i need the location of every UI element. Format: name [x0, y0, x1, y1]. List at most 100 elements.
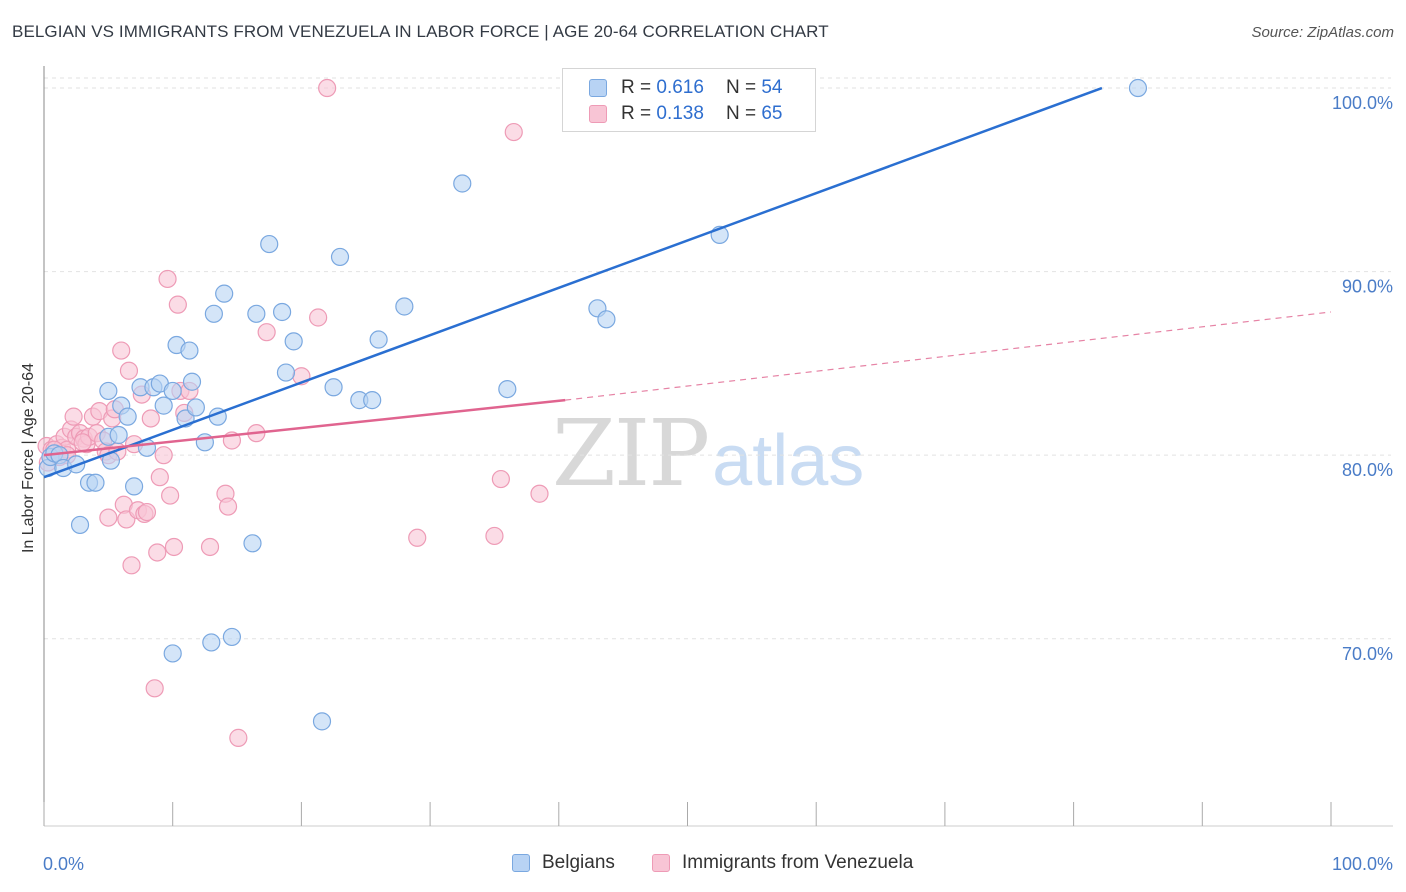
- point-venezuela: [200, 537, 220, 557]
- series-legend: Belgians Immigrants from Venezuela: [0, 852, 1406, 878]
- point-venezuela: [141, 409, 160, 428]
- point-belgians: [186, 398, 205, 417]
- watermark-zip: ZIP: [552, 400, 710, 507]
- point-venezuela: [148, 543, 167, 562]
- series-venezuela-points: [37, 78, 549, 747]
- point-belgians: [215, 284, 234, 303]
- point-venezuela: [318, 78, 337, 98]
- legend-r-value: 0.616: [656, 77, 704, 98]
- point-belgians: [284, 332, 303, 351]
- y-tick-label: 80.0%: [1342, 460, 1393, 480]
- point-belgians: [324, 378, 343, 397]
- series-legend-belgians: Belgians: [512, 852, 615, 874]
- point-venezuela: [150, 468, 169, 487]
- point-belgians: [109, 425, 128, 445]
- y-axis-label: In Labor Force | Age 20-64: [20, 363, 37, 553]
- trend-lines: [43, 86, 1332, 479]
- point-belgians: [312, 712, 332, 731]
- point-venezuela: [122, 556, 141, 575]
- point-venezuela: [154, 446, 173, 465]
- point-belgians: [453, 174, 472, 193]
- point-venezuela: [168, 295, 187, 314]
- legend-n-label: N =: [725, 103, 757, 124]
- point-venezuela: [73, 433, 92, 452]
- point-venezuela: [408, 528, 427, 547]
- grid-lines: [44, 77, 1391, 640]
- chart-source: Source: ZipAtlas.com: [1251, 24, 1394, 41]
- point-belgians: [498, 379, 517, 399]
- series-legend-label-belgians: Belgians: [542, 852, 615, 873]
- legend-r-label: R =: [621, 77, 652, 98]
- point-venezuela: [218, 497, 238, 516]
- point-venezuela: [504, 122, 523, 142]
- point-belgians: [202, 633, 221, 652]
- point-venezuela: [158, 269, 177, 289]
- point-belgians: [260, 234, 279, 254]
- stats-legend: R = 0.616 N = 54 R = 0.138 N = 65: [562, 68, 816, 132]
- point-venezuela: [64, 407, 83, 426]
- point-belgians: [272, 302, 292, 322]
- legend-row-belgians: R = 0.616 N = 54: [589, 76, 782, 100]
- point-belgians: [118, 407, 137, 426]
- point-belgians: [395, 297, 414, 316]
- legend-n-label: N =: [725, 77, 757, 98]
- watermark: ZIPatlas: [552, 400, 864, 507]
- legend-swatch-belgians: [589, 79, 607, 97]
- point-venezuela: [530, 484, 549, 503]
- series-legend-swatch-belgians: [512, 854, 530, 872]
- point-venezuela: [164, 537, 184, 557]
- trend-line-venezuela-extrapolated: [565, 311, 1332, 401]
- point-belgians: [1128, 78, 1148, 98]
- point-belgians: [204, 304, 223, 323]
- point-belgians: [597, 310, 616, 329]
- point-venezuela: [145, 679, 164, 698]
- legend-r-label: R =: [621, 103, 652, 124]
- point-belgians: [99, 381, 118, 401]
- point-belgians: [276, 363, 296, 382]
- series-legend-venezuela: Immigrants from Venezuela: [652, 852, 913, 874]
- point-venezuela: [119, 361, 139, 380]
- legend-r-value: 0.138: [656, 103, 704, 124]
- legend-swatch-venezuela: [589, 105, 607, 123]
- point-venezuela: [161, 486, 180, 505]
- y-tick-label: 100.0%: [1332, 93, 1393, 113]
- point-belgians: [163, 381, 182, 401]
- point-venezuela: [491, 469, 510, 489]
- point-venezuela: [309, 308, 328, 327]
- series-legend-label-venezuela: Immigrants from Venezuela: [682, 852, 914, 873]
- point-venezuela: [485, 526, 504, 546]
- point-belgians: [163, 644, 182, 663]
- chart-title: BELGIAN VS IMMIGRANTS FROM VENEZUELA IN …: [12, 22, 829, 41]
- point-belgians: [247, 304, 266, 323]
- point-belgians: [180, 341, 199, 360]
- point-belgians: [154, 396, 173, 415]
- x-tick-label: 0.0%: [43, 854, 84, 874]
- series-belgians-points: [38, 78, 1148, 731]
- legend-n-value: 54: [761, 77, 783, 98]
- watermark-atlas: atlas: [712, 421, 865, 501]
- point-belgians: [182, 372, 202, 391]
- trend-line-venezuela: [43, 398, 566, 457]
- point-venezuela: [99, 508, 118, 527]
- legend-row-venezuela: R = 0.138 N = 65: [589, 102, 782, 126]
- point-belgians: [369, 330, 388, 349]
- point-belgians: [222, 627, 242, 647]
- y-tick-label: 70.0%: [1342, 644, 1393, 664]
- point-venezuela: [112, 341, 131, 360]
- tick-labels: 70.0% 80.0% 90.0% 100.0% 0.0% 100.0%: [43, 93, 1393, 874]
- point-venezuela: [229, 728, 248, 747]
- x-tick-label: 100.0%: [1332, 854, 1393, 874]
- trend-line-belgians: [43, 86, 1103, 479]
- point-belgians: [330, 247, 350, 267]
- point-belgians: [124, 477, 144, 496]
- legend-n-value: 65: [761, 103, 783, 124]
- point-belgians: [86, 473, 105, 492]
- series-legend-swatch-venezuela: [652, 854, 670, 872]
- point-belgians: [363, 391, 382, 410]
- y-tick-label: 90.0%: [1342, 277, 1393, 297]
- point-belgians: [243, 534, 262, 553]
- point-venezuela: [257, 323, 276, 342]
- point-venezuela: [137, 502, 157, 522]
- point-belgians: [70, 515, 90, 535]
